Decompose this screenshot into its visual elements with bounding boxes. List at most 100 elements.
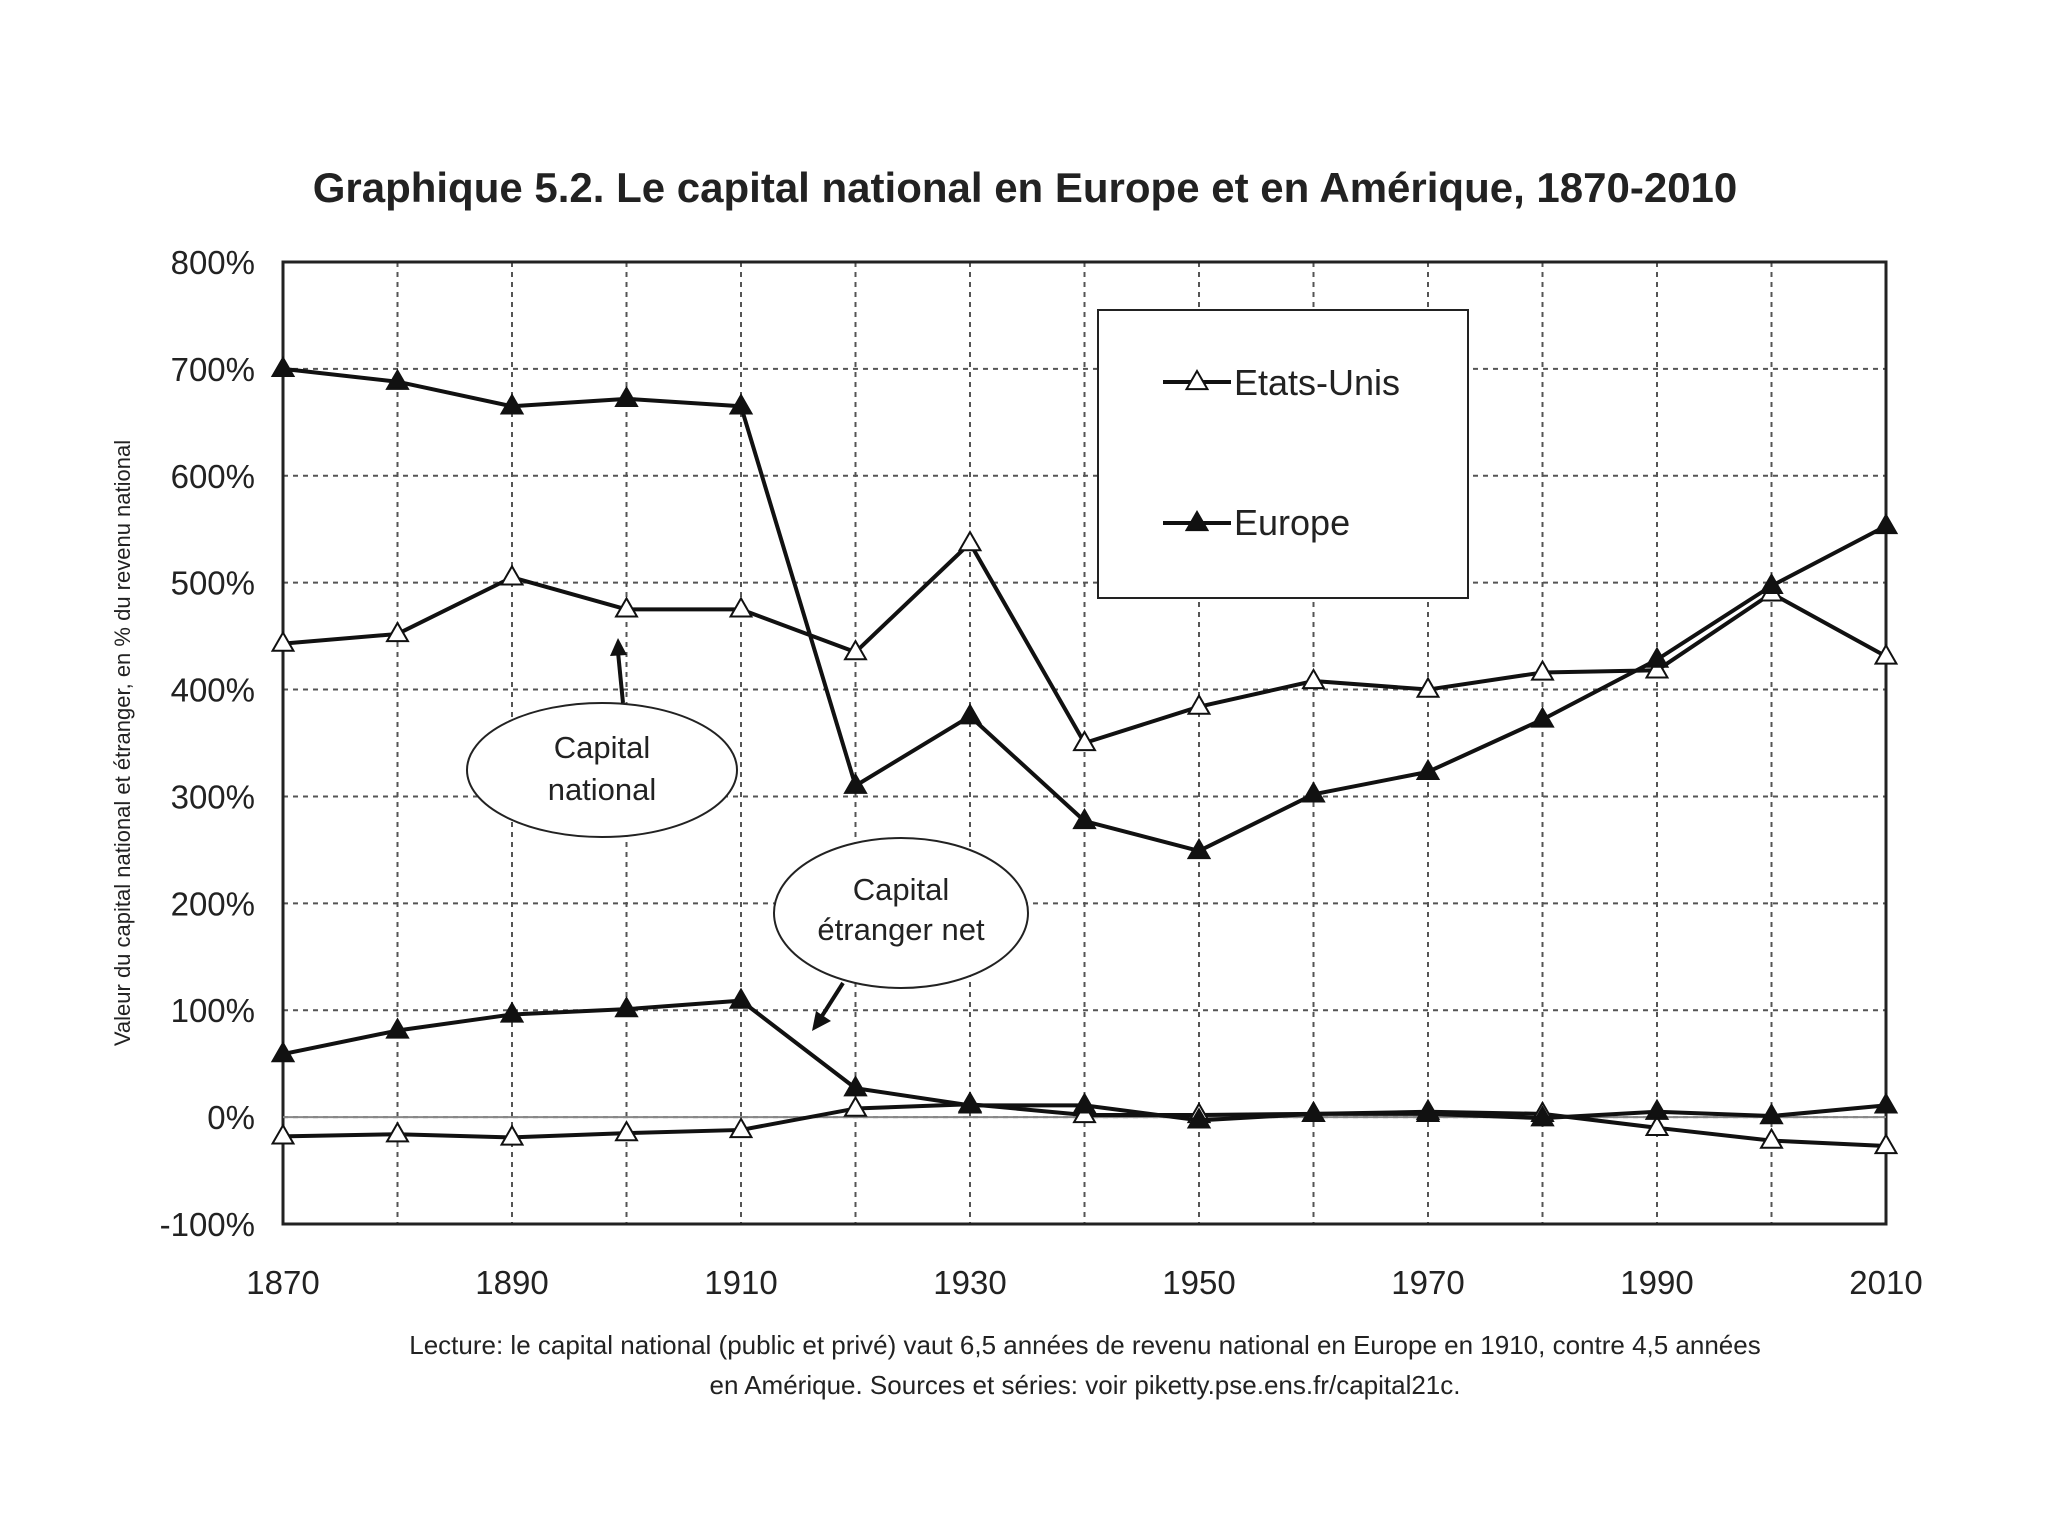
data-point [1415,758,1441,781]
data-point [1186,1107,1212,1129]
data-point [843,1095,868,1117]
data-point [843,772,868,794]
y-tick-label: 400% [171,672,255,709]
y-axis-label: Valeur du capital national et étranger, … [110,440,135,1046]
x-tick-label: 1890 [475,1264,548,1301]
y-tick-label: 600% [171,458,255,495]
series-3 [270,987,1899,1129]
data-point [1644,1114,1670,1136]
annotation-capital-national-arrowhead [610,638,627,656]
data-point [1530,659,1555,681]
data-point [1644,646,1670,668]
data-point [270,355,296,378]
plot-area-frame [281,260,1888,1226]
data-point [1873,1132,1899,1155]
x-tick-label: 1990 [1620,1264,1693,1301]
legend-label-etats-unis: Etats-Unis [1234,362,1400,403]
data-point [385,1121,410,1143]
data-point [614,596,639,618]
data-point [1301,781,1326,803]
data-point [843,1075,868,1097]
y-tick-label: 800% [171,244,255,281]
x-tick-label: 2010 [1849,1264,1922,1301]
annotation-capital-national-line2: national [548,772,657,807]
data-point [270,1123,296,1145]
legend-marker-europe [1184,509,1210,532]
legend-box [1097,309,1469,599]
data-point [499,393,525,415]
data-point [843,639,868,661]
x-tick-label: 1910 [704,1264,777,1301]
data-point [385,368,410,390]
data-point [1072,729,1097,752]
series-layer [270,355,1899,1155]
data-point [1530,1105,1555,1127]
data-point [1301,1100,1326,1123]
y-tick-label: 100% [171,992,255,1029]
data-point [614,996,639,1018]
annotation-capital-etranger-line1: Capital [853,872,950,907]
data-point [1072,808,1097,830]
data-point [957,530,983,552]
footnote-line-1: Lecture: le capital national (public et … [409,1330,1760,1360]
data-point [1759,572,1784,595]
data-point [1759,1103,1784,1125]
data-point [1873,1092,1899,1114]
data-point [499,1124,525,1146]
series-1 [270,355,1899,860]
annotation-capital-etranger-line2: étranger net [817,912,985,947]
data-point [957,1092,983,1114]
data-point [1186,693,1212,715]
data-point [1759,1127,1784,1149]
annotation-capital-etranger-arrowhead [812,1011,831,1031]
y-axis-ticks: 800% 700% 600% 500% 400% 300% 200% 100% 0% -100% [160,244,255,1243]
data-point [957,703,983,725]
annotation-capital-national: Capital national [466,638,738,838]
x-tick-label: 1930 [933,1264,1006,1301]
data-point [1415,1100,1441,1123]
annotation-capital-etranger-bubble [773,837,1029,989]
chart-title: Graphique 5.2. Le capital national en Eu… [313,164,1738,211]
annotation-capital-national-arrow [616,651,625,704]
annotation-capital-etranger-arrow [820,981,845,1018]
data-point [1873,643,1899,665]
data-point [614,385,639,407]
x-tick-label: 1970 [1391,1264,1464,1301]
annotation-capital-national-bubble [466,702,738,838]
data-point [499,564,525,586]
data-point [270,1041,296,1063]
data-point [728,596,754,618]
annotation-capital-etranger: Capital étranger net [773,837,1029,1031]
y-tick-label: 200% [171,885,255,922]
data-point [1415,676,1441,698]
data-point [1644,657,1670,679]
data-point [385,1017,410,1039]
y-tick-label: 0% [207,1099,255,1136]
y-tick-label: 700% [171,351,255,388]
y-tick-label: 500% [171,565,255,602]
x-axis-ticks: 1870 1890 1910 1930 1950 1970 1990 2010 [246,1264,1922,1301]
annotation-capital-national-line1: Capital [554,730,651,765]
y-tick-label: 300% [171,778,255,815]
data-point [1530,706,1555,728]
data-point [1301,668,1326,690]
data-point [1072,1092,1097,1114]
x-tick-label: 1950 [1162,1264,1235,1301]
y-tick-label: -100% [160,1206,255,1243]
footnote-line-2: en Amérique. Sources et séries: voir pik… [710,1370,1461,1400]
legend: Etats-Unis Europe [1097,309,1469,599]
x-tick-label: 1870 [246,1264,319,1301]
data-point [1873,513,1899,535]
data-point [499,1001,525,1023]
data-point [728,987,754,1009]
data-point [728,1116,754,1139]
legend-marker-etats-unis [1184,368,1210,391]
data-point [728,393,754,415]
data-point [614,1120,639,1142]
data-point [270,630,296,652]
legend-label-europe: Europe [1234,502,1350,543]
data-point [1644,1098,1670,1120]
data-point [1186,837,1212,860]
data-point [385,620,410,643]
